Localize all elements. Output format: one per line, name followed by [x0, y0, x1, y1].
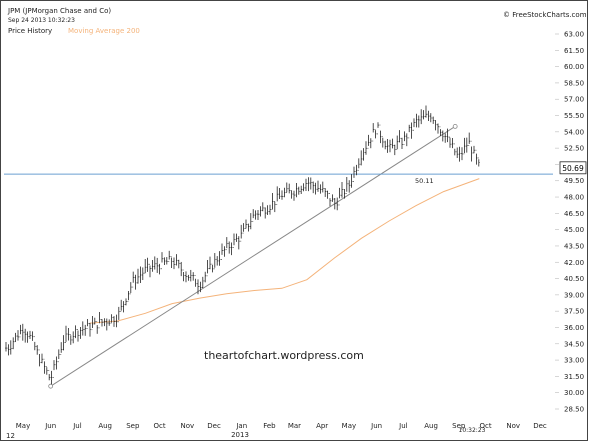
watermark: theartofchart.wordpress.com	[204, 349, 364, 362]
x-year-label: 2013	[231, 431, 249, 439]
x-tick-label: May	[16, 422, 30, 430]
y-tick-label: 30.00	[564, 389, 584, 397]
y-tick-label: 55.50	[564, 112, 584, 120]
x-tick-label: Oct	[154, 422, 166, 430]
y-tick-label: 60.00	[564, 63, 584, 71]
y-tick-label: 36.00	[564, 324, 584, 332]
x-tick-label: Jul	[72, 422, 82, 430]
legend-price-history: Price History	[8, 27, 53, 35]
x-tick-label: Jun	[44, 422, 56, 430]
y-tick-label: 40.50	[564, 275, 584, 283]
y-tick-label: 37.50	[564, 308, 584, 316]
y-tick-label: 28.50	[564, 406, 584, 414]
trendline-end-point	[452, 123, 458, 129]
x-tick-label: May	[342, 422, 356, 430]
chart-source: © FreeStockCharts.com	[503, 11, 587, 19]
y-tick-label: 34.50	[564, 340, 584, 348]
y-tick-label: 57.00	[564, 96, 584, 104]
legend-moving-average: Moving Average 200	[68, 27, 140, 35]
time-label: 10:32:23	[459, 427, 486, 434]
x-tick-label: Aug	[98, 422, 112, 430]
x-year-label: 12	[6, 432, 15, 440]
last-price-label: 50.69	[562, 164, 584, 173]
y-tick-label: 33.00	[564, 357, 584, 365]
y-tick-label: 58.50	[564, 79, 584, 87]
last-price-box	[559, 161, 587, 175]
x-tick-label: Sep	[126, 422, 140, 430]
y-tick-label: 42.00	[564, 259, 584, 267]
x-tick-label: Feb	[263, 422, 276, 430]
y-tick-label: 54.00	[564, 128, 584, 136]
y-tick-label: 63.00	[564, 31, 584, 39]
y-tick-label: 52.50	[564, 145, 584, 153]
y-tick-label: 39.00	[564, 291, 584, 299]
x-tick-label: Aug	[424, 422, 438, 430]
moving-average-line	[89, 178, 480, 324]
chart-title: JPM (JPMorgan Chase and Co)	[8, 7, 112, 15]
y-tick-label: 43.50	[564, 242, 584, 250]
horizontal-line-label: 50.11	[415, 177, 434, 185]
x-tick-label: Oct	[479, 422, 491, 430]
y-tick-label: 49.50	[564, 177, 584, 185]
x-tick-label: Jun	[370, 422, 382, 430]
x-tick-label: Mar	[288, 422, 301, 430]
x-tick-label: Nov	[180, 422, 194, 430]
trendline-start-point	[48, 383, 54, 389]
x-tick-label: Nov	[506, 422, 520, 430]
x-tick-label: Dec	[533, 422, 547, 430]
y-tick-label: 45.00	[564, 226, 584, 234]
x-tick-label: Jul	[398, 422, 408, 430]
chart-subtitle: Sep 24 2013 10:32:23	[8, 17, 75, 24]
y-tick-label: 31.50	[564, 373, 584, 381]
x-tick-label: Jan	[235, 422, 247, 430]
trendline	[50, 125, 456, 387]
x-tick-label: Sep	[452, 422, 466, 430]
y-tick-label: 61.50	[564, 47, 584, 55]
y-tick-label: 46.50	[564, 210, 584, 218]
y-tick-label: 48.00	[564, 194, 584, 202]
x-tick-label: Dec	[207, 422, 221, 430]
x-tick-label: Apr	[316, 422, 328, 430]
